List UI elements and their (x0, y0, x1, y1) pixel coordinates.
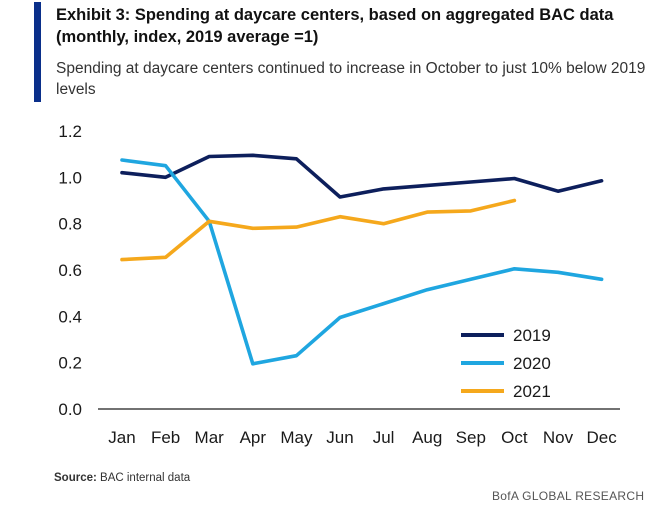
x-tick-label: Apr (240, 428, 267, 447)
x-tick-label: Sep (456, 428, 486, 447)
x-tick-label: Nov (543, 428, 574, 447)
legend: 2019 2020 2021 (461, 326, 551, 401)
series-line-2021 (120, 198, 517, 262)
source-text: BAC internal data (100, 472, 191, 484)
y-tick-label: 1.2 (58, 122, 82, 141)
accent-bar (34, 2, 41, 102)
footer-brand: BofA GLOBAL RESEARCH (492, 489, 645, 503)
series-line-2020 (120, 158, 604, 366)
y-tick-label: 0.2 (58, 354, 82, 373)
x-axis: Jan Feb Mar Apr May Jun Jul Aug Sep Oct Nov Dec (98, 408, 620, 447)
y-tick-label: 1.0 (58, 168, 82, 187)
x-tick-label: Mar (195, 428, 225, 447)
x-tick-label: Jul (373, 428, 395, 447)
x-tick-label: Jun (326, 428, 353, 447)
y-tick-label: 0.0 (58, 400, 82, 419)
source-note: Source: BAC internal data (54, 472, 190, 484)
x-tick-label: Feb (151, 428, 180, 447)
legend-label-2020: 2020 (513, 354, 551, 373)
x-tick-label: Dec (586, 428, 617, 447)
x-tick-label: Jan (108, 428, 135, 447)
series-line-2019 (120, 153, 604, 199)
source-label: Source: (54, 472, 97, 484)
legend-label-2019: 2019 (513, 326, 551, 345)
x-tick-label: May (280, 428, 313, 447)
chart-subtitle: Spending at daycare centers continued to… (56, 60, 646, 98)
y-axis: 0.0 0.2 0.4 0.6 0.8 1.0 1.2 (58, 122, 82, 419)
x-tick-label: Oct (501, 428, 528, 447)
y-tick-label: 0.6 (58, 261, 82, 280)
chart-title: Exhibit 3: Spending at daycare centers, … (56, 6, 614, 46)
y-tick-label: 0.4 (58, 307, 82, 326)
legend-label-2021: 2021 (513, 382, 551, 401)
y-tick-label: 0.8 (58, 215, 82, 234)
series-lines (120, 153, 604, 366)
x-tick-label: Aug (412, 428, 442, 447)
